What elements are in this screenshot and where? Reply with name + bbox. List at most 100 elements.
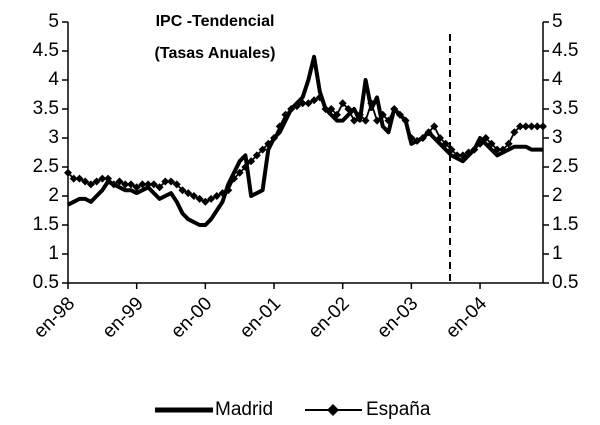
point [195,194,204,203]
point [487,139,496,148]
legend-swatch [327,404,339,416]
point [361,116,370,125]
point [178,186,187,195]
y-tick-label: 4.5 [33,40,59,61]
point [81,177,90,186]
y2-tick-label: 2.5 [552,156,578,177]
point [275,122,284,131]
y-tick-label: 3.5 [33,98,59,119]
y2-tick-label: 3.5 [552,98,578,119]
y-tick-label: 5 [48,11,59,32]
point [258,145,267,154]
y2-tick-label: 4.5 [552,40,578,61]
point [126,180,135,189]
point [252,151,261,160]
y2-tick-label: 5 [552,11,563,32]
point [390,105,399,113]
point [510,128,519,137]
y-tick-label: 1.5 [33,214,59,235]
point [413,136,422,145]
point [401,116,410,125]
point [533,122,542,131]
chart-title: IPC -Tendencial [156,13,275,30]
point [344,105,353,113]
point [527,122,536,131]
point [64,168,72,177]
point [395,110,404,119]
point [167,177,176,186]
point [149,180,158,189]
y2-tick-label: 0.5 [552,272,578,293]
point [516,122,525,131]
point [281,110,290,119]
series-line [67,54,543,227]
point [378,110,387,119]
point [521,122,530,131]
point [287,105,296,113]
y2-tick-label: 1 [552,243,563,264]
point [241,163,250,171]
point [184,189,193,198]
point [504,139,513,148]
point [430,122,439,131]
point [218,189,227,198]
point [201,197,210,206]
point [338,99,347,108]
legend-label: España [366,399,431,420]
point [539,122,547,131]
point [86,180,95,189]
point [418,134,427,142]
point [493,145,502,154]
point [172,180,181,189]
point [161,177,170,186]
point [327,105,336,113]
y-tick-label: 2.5 [33,156,59,177]
point [264,139,273,148]
x-tick-label: en-98 [30,293,79,342]
x-tick-label: en-00 [167,293,216,342]
legend-label: Madrid [215,399,273,420]
point [155,183,164,192]
point [424,128,433,137]
x-tick-label: en-04 [442,293,492,343]
point [138,180,147,189]
point [235,168,244,177]
point [247,157,256,166]
point [69,174,78,183]
point [310,96,319,105]
point [92,177,101,186]
point [224,186,233,195]
point [453,151,462,160]
x-tick-label: en-03 [373,293,422,342]
point [98,174,107,183]
point [332,110,341,119]
y2-tick-label: 2 [552,185,563,206]
point [144,180,153,189]
point [355,110,364,119]
point [292,102,301,111]
y2-tick-label: 4 [552,69,563,90]
point [207,194,216,203]
point [476,139,485,148]
point [109,180,118,189]
y-tick-label: 4 [48,69,59,90]
y-tick-label: 3 [48,127,59,148]
y2-tick-label: 3 [552,127,563,148]
y-tick-label: 0.5 [33,272,59,293]
point [132,183,141,192]
point [435,134,444,142]
point [407,134,416,142]
point [104,174,113,183]
point [481,134,490,142]
point [189,192,198,200]
point [498,145,507,154]
point [350,116,359,125]
x-tick-label: en-02 [305,293,354,342]
point [270,134,279,142]
point [75,174,84,183]
point [298,99,307,108]
point [441,139,450,148]
point [464,148,473,157]
point [470,145,479,154]
